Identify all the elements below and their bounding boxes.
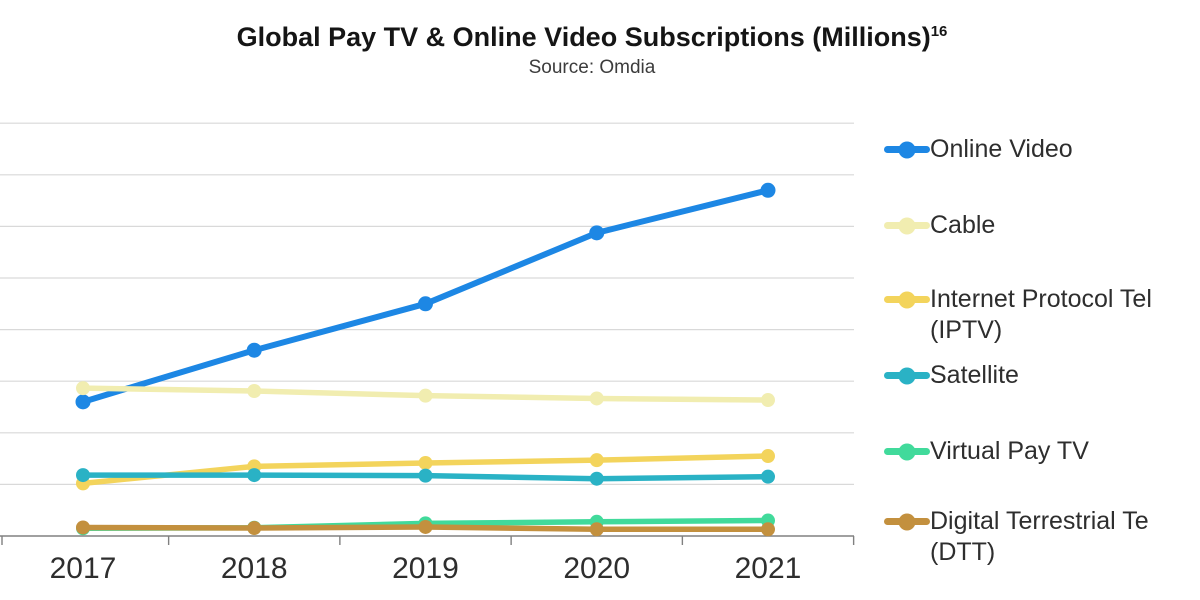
legend-item-dtt: Digital Terrestrial Te (DTT) (884, 506, 1149, 568)
chart-header: Global Pay TV & Online Video Subscriptio… (0, 0, 1184, 79)
legend-marker-line (884, 513, 930, 530)
legend-label: Online Video (930, 135, 1073, 163)
chart-title-text: Global Pay TV & Online Video Subscriptio… (236, 22, 931, 52)
legend-marker-line (884, 367, 930, 384)
legend-marker-dot (898, 513, 916, 530)
legend-marker-line (884, 291, 930, 308)
legend-item-online-video: Online Video (884, 134, 1073, 165)
legend-item-cable: Cable (884, 210, 995, 241)
legend-item-virtual-pay-tv: Virtual Pay TV (884, 436, 1089, 467)
legend-label: Cable (930, 211, 996, 239)
legend-marker-line (884, 141, 930, 158)
legend-label-line2: (DTT) (930, 538, 996, 566)
legend-marker-dot (898, 217, 916, 234)
legend-marker-line (884, 217, 930, 234)
legend-label: Satellite (930, 361, 1019, 389)
legend-marker-dot (898, 443, 916, 460)
legend-label: Virtual Pay TV (930, 437, 1089, 465)
legend-label: Internet Protocol Tel (930, 285, 1152, 313)
legend-marker-dot (898, 141, 916, 158)
legend-marker-dot (898, 291, 916, 308)
title-superscript: 16 (930, 23, 948, 40)
legend-label: Digital Terrestrial Te (930, 507, 1149, 535)
legend-marker-dot (898, 367, 916, 384)
chart-title: Global Pay TV & Online Video Subscriptio… (0, 0, 1184, 53)
chart-source: Source: Omdia (528, 57, 656, 78)
legend-label-line2: (IPTV) (930, 316, 1003, 344)
legend-marker-line (884, 443, 930, 460)
legend-item-iptv: Internet Protocol Tel (IPTV) (884, 284, 1152, 346)
legend-item-satellite: Satellite (884, 360, 1019, 391)
